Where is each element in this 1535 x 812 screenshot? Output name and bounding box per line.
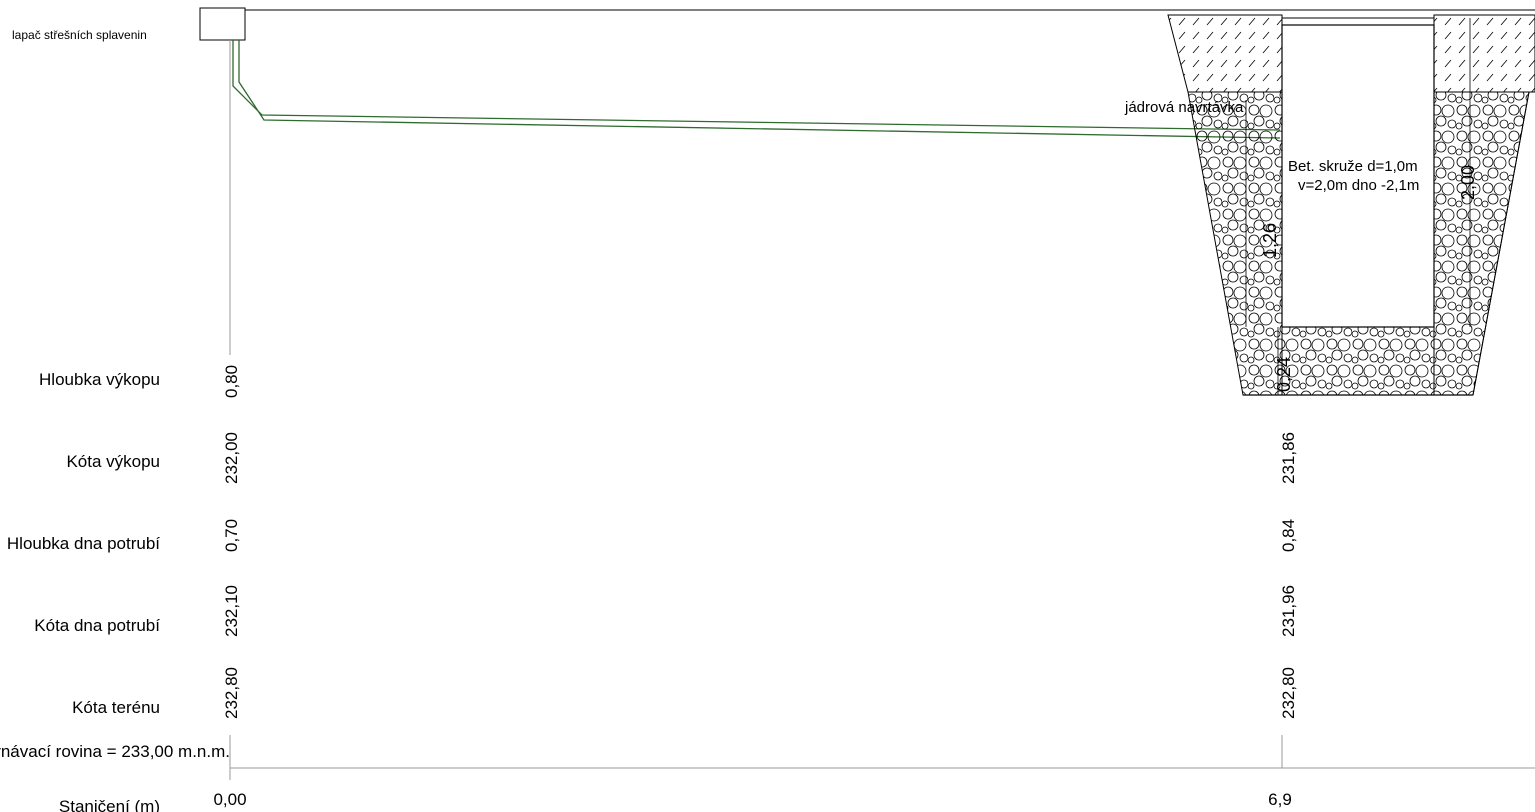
- station-end: 6,9: [1268, 790, 1292, 809]
- value-pipe-level-start: 232,10: [222, 585, 241, 637]
- dim-well-height: 2,00: [1458, 165, 1478, 200]
- trench-soil-right: [1433, 14, 1535, 93]
- row-label-pipe-level: Kóta dna potrubí: [34, 616, 160, 635]
- value-terrain-level-end: 232,80: [1279, 667, 1298, 719]
- dim-depth-left: 1,26: [1260, 223, 1280, 258]
- row-label-terrain-level: Kóta terénu: [72, 698, 160, 717]
- value-terrain-level-start: 232,80: [222, 667, 241, 719]
- reference-plane-label: Srovnávací rovina = 233,00 m.n.m.: [0, 742, 230, 761]
- pipe-line-lower: [238, 40, 1281, 139]
- core-drill-label: jádrová navrtávka: [1124, 99, 1244, 116]
- value-pipe-depth-start: 0,70: [222, 519, 241, 552]
- value-excavation-level-end: 231,86: [1279, 432, 1298, 484]
- well-desc-line1: Bet. skruže d=1,0m: [1288, 158, 1418, 175]
- row-label-excavation-level: Kóta výkopu: [66, 452, 160, 471]
- value-pipe-depth-end: 0,84: [1279, 519, 1298, 552]
- station-start: 0,00: [213, 790, 246, 809]
- pipe-line-upper: [232, 40, 1281, 131]
- value-excavation-level-start: 232,00: [222, 432, 241, 484]
- trench-gravel-bottom: [1281, 326, 1435, 396]
- concrete-well: [1281, 24, 1435, 328]
- dim-bottom: 0,24: [1274, 357, 1294, 392]
- stationing-label: Staničení (m): [59, 797, 160, 812]
- gutter-trap-label: lapač střešních splavenin: [12, 28, 147, 42]
- row-label-excavation-depth: Hloubka výkopu: [39, 370, 160, 389]
- well-desc-line2: v=2,0m dno -2,1m: [1298, 177, 1419, 194]
- trench-wall-right: [1472, 91, 1530, 396]
- row-label-pipe-depth: Hloubka dna potrubí: [7, 534, 160, 553]
- value-pipe-level-end: 231,96: [1279, 585, 1298, 637]
- gutter-trap-box: [199, 7, 246, 41]
- value-excavation-depth-start: 0,80: [222, 365, 241, 398]
- trench-soil-left: [1167, 14, 1283, 93]
